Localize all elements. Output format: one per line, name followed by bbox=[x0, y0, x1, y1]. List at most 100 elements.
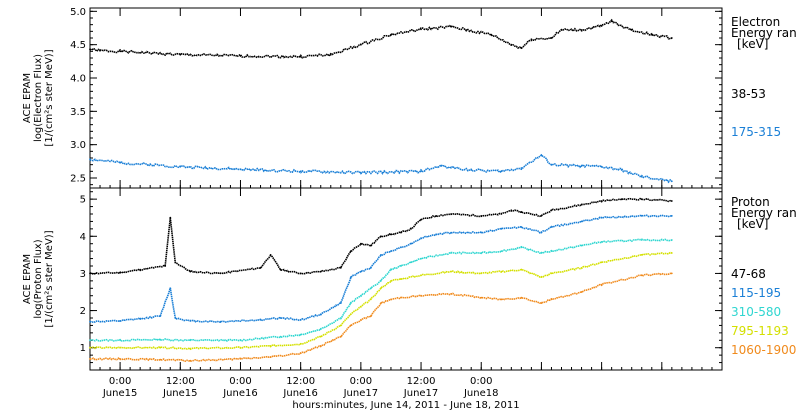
proton-data-point bbox=[420, 294, 422, 297]
proton-data-point bbox=[219, 272, 222, 275]
proton-data-point bbox=[540, 276, 543, 278]
proton-data-point bbox=[189, 347, 192, 350]
proton-data-point bbox=[550, 226, 553, 228]
electron-data-point bbox=[470, 169, 473, 171]
proton-data-point bbox=[174, 317, 177, 319]
electron-data-point bbox=[490, 33, 493, 36]
xtick-label-time: 0:00 bbox=[350, 376, 372, 387]
xtick-label-time: 0:00 bbox=[470, 376, 492, 387]
proton-data-point bbox=[279, 268, 282, 271]
proton-data-point bbox=[670, 252, 673, 254]
proton-legend-title: [keV] bbox=[737, 217, 768, 231]
electron-data-point bbox=[530, 38, 533, 41]
proton-data-point bbox=[600, 200, 603, 202]
proton-data-point bbox=[319, 328, 322, 330]
xtick-label-date: June17 bbox=[343, 388, 379, 399]
electron-series-line bbox=[89, 153, 673, 184]
proton-data-point bbox=[450, 252, 452, 254]
proton-data-point bbox=[480, 272, 483, 275]
proton-data-point bbox=[239, 339, 242, 342]
proton-data-point bbox=[169, 216, 172, 219]
electron-ytick-label: 5.0 bbox=[70, 7, 86, 18]
proton-series-line bbox=[89, 272, 672, 363]
xtick-label-time: 0:00 bbox=[109, 376, 131, 387]
electron-legend-title: Energy ran bbox=[731, 26, 797, 40]
electron-data-point bbox=[465, 29, 468, 31]
proton-data-point bbox=[450, 293, 452, 295]
proton-data-point bbox=[269, 356, 272, 358]
proton-data-point bbox=[380, 287, 382, 290]
electron-data-point bbox=[239, 168, 242, 171]
proton-data-point bbox=[299, 272, 302, 275]
electron-data-point bbox=[89, 48, 91, 51]
proton-data-point bbox=[119, 339, 121, 342]
electron-data-point bbox=[670, 180, 673, 183]
proton-data-point bbox=[159, 315, 162, 317]
electron-data-point bbox=[670, 37, 673, 39]
proton-data-point bbox=[580, 291, 583, 293]
electron-data-point bbox=[510, 43, 513, 46]
xtick-label-date: June15 bbox=[162, 388, 198, 399]
electron-ytick-label: 2.5 bbox=[70, 174, 86, 185]
proton-data-point bbox=[500, 250, 503, 253]
proton-data-point bbox=[299, 352, 302, 355]
proton-data-point bbox=[380, 254, 382, 256]
proton-data-point bbox=[540, 215, 543, 217]
proton-data-point bbox=[600, 216, 603, 219]
proton-data-point bbox=[360, 294, 362, 297]
proton-data-point bbox=[164, 265, 167, 267]
proton-data-point bbox=[580, 220, 583, 223]
electron-data-point bbox=[560, 29, 563, 31]
proton-data-point bbox=[620, 198, 623, 201]
proton-data-point bbox=[269, 345, 272, 347]
proton-data-point bbox=[89, 272, 91, 275]
proton-data-point bbox=[540, 302, 543, 304]
proton-data-point bbox=[139, 268, 142, 271]
proton-data-point bbox=[410, 242, 412, 245]
proton-data-point bbox=[400, 278, 402, 280]
electron-series-line bbox=[89, 18, 673, 59]
proton-legend-entry: 47-68 bbox=[731, 267, 766, 281]
proton-ytick-label: 4 bbox=[80, 232, 86, 243]
proton-data-point bbox=[400, 296, 402, 299]
proton-data-point bbox=[339, 267, 342, 269]
proton-data-point bbox=[339, 335, 342, 338]
proton-data-point bbox=[349, 313, 352, 316]
proton-data-point bbox=[159, 358, 162, 361]
electron-data-point bbox=[550, 163, 553, 166]
electron-ytick-label: 3.5 bbox=[70, 107, 86, 118]
proton-legend-title: Energy ran bbox=[731, 206, 797, 220]
electron-ytick-label: 4.0 bbox=[70, 74, 86, 85]
proton-data-point bbox=[360, 242, 362, 245]
proton-data-point bbox=[339, 302, 342, 304]
electron-data-point bbox=[580, 165, 583, 167]
proton-data-point bbox=[600, 283, 603, 286]
proton-data-point bbox=[239, 358, 242, 360]
xtick-label-time: 12:00 bbox=[166, 376, 195, 387]
proton-data-point bbox=[349, 250, 352, 253]
proton-data-point bbox=[390, 233, 392, 236]
electron-data-point bbox=[239, 55, 242, 57]
proton-data-point bbox=[370, 244, 372, 247]
electron-data-point bbox=[299, 170, 302, 173]
electron-data-point bbox=[450, 25, 452, 28]
proton-y-axis-title-line: [1/(cm²s ster MeV)] bbox=[44, 230, 55, 327]
x-axis-title: hours:minutes, June 14, 2011 - June 18, … bbox=[292, 400, 519, 410]
electron-legend-title: [keV] bbox=[737, 37, 768, 51]
proton-data-point bbox=[390, 298, 392, 301]
proton-data-point bbox=[159, 338, 162, 341]
proton-data-point bbox=[480, 215, 483, 217]
proton-data-point bbox=[119, 346, 121, 349]
electron-data-point bbox=[299, 55, 302, 58]
electron-panel: 2.5 3.0 3.5 4.0 4.5 5.0 ACE EPAM log(Electron F… bbox=[22, 7, 797, 189]
proton-data-point bbox=[450, 213, 452, 215]
proton-data-point bbox=[89, 346, 91, 349]
proton-data-point bbox=[420, 257, 422, 260]
proton-data-point bbox=[370, 298, 372, 301]
electron-data-point bbox=[600, 165, 603, 168]
proton-data-point bbox=[410, 228, 412, 230]
proton-ytick-label: 5 bbox=[80, 195, 86, 206]
